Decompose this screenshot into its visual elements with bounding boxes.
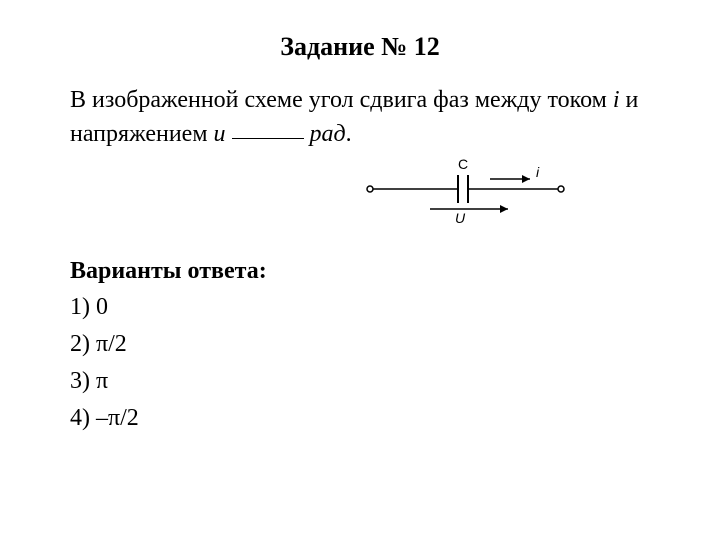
answer-3-text: π — [96, 368, 108, 394]
answers-heading: Варианты ответа: — [70, 258, 650, 285]
question-text: В изображенной схеме угол сдвига фаз меж… — [70, 84, 650, 151]
unit-rad: рад — [304, 121, 346, 147]
answer-1: 1) 0 — [70, 289, 650, 326]
answer-2-num: 2) — [70, 331, 90, 357]
answer-4-text: –π/2 — [96, 405, 139, 431]
answer-4: 4) –π/2 — [70, 400, 650, 437]
arrow-u-head — [500, 205, 508, 213]
arrow-i-head — [522, 175, 530, 183]
terminal-left — [367, 186, 373, 192]
blank-fill — [232, 114, 304, 139]
answer-3-num: 3) — [70, 368, 90, 394]
label-c: C — [458, 156, 468, 172]
answer-4-num: 4) — [70, 405, 90, 431]
question-dot: . — [346, 121, 352, 147]
var-i: i — [613, 87, 620, 113]
answer-2-text: π/2 — [96, 331, 127, 357]
answer-1-text: 0 — [96, 294, 108, 320]
label-u: U — [455, 210, 466, 225]
terminal-right — [558, 186, 564, 192]
var-u: u — [214, 121, 226, 147]
answer-2: 2) π/2 — [70, 326, 650, 363]
task-title: Задание № 12 — [70, 32, 650, 62]
circuit-diagram: i U C — [70, 153, 650, 230]
label-i: i — [536, 164, 540, 180]
answer-3: 3) π — [70, 363, 650, 400]
question-part1: В изображенной схеме угол сдвига фаз меж… — [70, 87, 613, 113]
answer-1-num: 1) — [70, 294, 90, 320]
